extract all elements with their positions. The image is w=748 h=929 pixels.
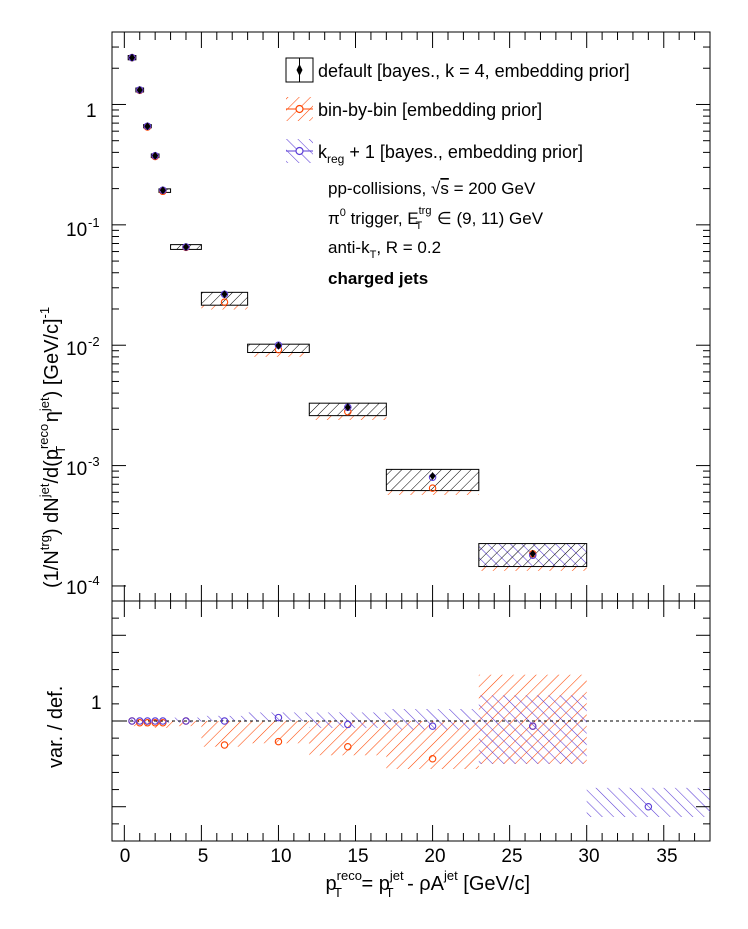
bbb-ratio-point bbox=[428, 754, 437, 763]
ytick-label-exp-a: -1 bbox=[88, 215, 100, 230]
kreg-ratio-point bbox=[344, 720, 352, 729]
annotation-trigger: π0 trigger, Etrg T ∈ (9, 11) GeV bbox=[328, 205, 544, 232]
legend-entry-default: default [bayes., k = 4, embedding prior] bbox=[285, 57, 630, 83]
kreg-ratio-point bbox=[274, 713, 283, 722]
bbb-ratio-band bbox=[247, 721, 310, 744]
xtick-label: 5 bbox=[198, 846, 209, 867]
xtick-label: 0 bbox=[120, 846, 131, 867]
ratio-bands bbox=[128, 674, 710, 817]
default-point bbox=[275, 341, 282, 350]
bbb-point bbox=[428, 484, 437, 492]
legend-label-bin-by-bin: bin-by-bin [embedding prior] bbox=[318, 100, 542, 120]
kreg-ratio-band bbox=[309, 712, 387, 728]
bbb-ratio-band bbox=[143, 721, 152, 727]
kreg-ratio-point bbox=[128, 717, 136, 725]
default-point bbox=[159, 186, 166, 195]
ratio-ytick-label-1: 1 bbox=[91, 693, 102, 714]
bbb-ratio-point bbox=[274, 737, 283, 746]
ytick-label-exp-c: -3 bbox=[88, 454, 100, 469]
bbb-ratio-band bbox=[201, 721, 248, 747]
x-axis-title: preco T = pjet T - ρAjet [GeV/c] bbox=[326, 868, 530, 900]
sqrt-symbol: √ bbox=[431, 179, 441, 198]
bbb-systematic-band bbox=[201, 305, 248, 310]
kreg-ratio-point bbox=[182, 717, 190, 725]
legend-label-kreg: kreg + 1 [bayes., embedding prior] bbox=[318, 142, 583, 166]
annotation-charged-jets: charged jets bbox=[328, 269, 428, 288]
ytick-label-10-base-b: 10 bbox=[66, 339, 87, 360]
xtick-label: 30 bbox=[578, 846, 599, 867]
kreg-ratio-point bbox=[529, 722, 537, 730]
bbb-ratio-band bbox=[159, 721, 171, 728]
kreg-ratio-point bbox=[135, 717, 144, 725]
ytick-label-1: 1 bbox=[86, 101, 97, 122]
default-point bbox=[344, 403, 351, 412]
bbb-ratio-band bbox=[128, 721, 136, 727]
kreg-ratio-band bbox=[586, 787, 710, 817]
default-point bbox=[221, 290, 228, 299]
ytick-label-10-base-d: 10 bbox=[66, 578, 87, 599]
bbb-ratio-band bbox=[170, 721, 202, 727]
bbb-ratio-point bbox=[220, 741, 229, 749]
ytick-label-10-base-a: 10 bbox=[66, 220, 87, 241]
default-point bbox=[136, 85, 143, 94]
kreg-ratio-band bbox=[170, 717, 202, 723]
bbb-systematic-band bbox=[247, 352, 310, 357]
legend-label-default: default [bayes., k = 4, embedding prior] bbox=[318, 61, 630, 81]
kreg-ratio-point bbox=[644, 802, 653, 811]
ratio-y-axis-title: var. / def. bbox=[45, 686, 67, 768]
kreg-ratio-point bbox=[143, 717, 152, 725]
bbb-ratio-band bbox=[135, 721, 144, 727]
ytick-label-exp-b: -2 bbox=[88, 334, 100, 349]
default-point bbox=[144, 122, 151, 131]
xtick-label: 20 bbox=[424, 846, 445, 867]
kreg-ratio-band bbox=[135, 719, 144, 723]
bbb-point bbox=[220, 298, 229, 306]
xtick-label: 25 bbox=[501, 846, 522, 867]
bbb-systematic-band bbox=[386, 490, 479, 495]
legend-entry-kreg: kreg + 1 [bayes., embedding prior] bbox=[286, 139, 583, 166]
annotation-algorithm: anti-kT, R = 0.2 bbox=[328, 238, 441, 261]
kreg-ratio-band bbox=[159, 719, 171, 723]
ytick-label-10-base-c: 10 bbox=[66, 459, 87, 480]
legend-entry-bin-by-bin: bin-by-bin [embedding prior] bbox=[286, 97, 542, 121]
ytick-label-exp-d: -4 bbox=[88, 573, 100, 588]
annotation-collisions: pp-collisions, √s = 200 GeV bbox=[328, 179, 536, 198]
bottom-axes bbox=[112, 600, 711, 842]
legend: default [bayes., k = 4, embedding prior]… bbox=[285, 57, 630, 166]
xtick-label: 35 bbox=[656, 846, 677, 867]
top-axes bbox=[112, 31, 711, 601]
bbb-systematic-band bbox=[478, 566, 587, 571]
kreg-ratio-band bbox=[143, 719, 152, 723]
kreg-ratio-point bbox=[220, 717, 229, 725]
kreg-ratio-band bbox=[201, 715, 248, 721]
top-markers bbox=[128, 53, 537, 559]
xtick-label: 10 bbox=[270, 846, 291, 867]
kreg-ratio-point bbox=[428, 722, 437, 730]
kreg-ratio-point bbox=[159, 717, 167, 725]
default-point bbox=[429, 471, 436, 480]
ratio-markers bbox=[128, 713, 653, 811]
xtick-label: 15 bbox=[347, 846, 368, 867]
y-axis-title: (1/Ntrg) dNjet/d(precoT ηjet) [GeV/c]-1 bbox=[36, 307, 68, 588]
default-point bbox=[152, 151, 159, 160]
kreg-ratio-band bbox=[386, 709, 479, 730]
default-point bbox=[129, 53, 136, 62]
default-point bbox=[529, 549, 536, 558]
bbb-ratio-point bbox=[344, 742, 352, 751]
kreg-ratio-point bbox=[151, 717, 159, 725]
top-systematic-bands bbox=[127, 55, 588, 571]
default-point bbox=[182, 242, 189, 251]
kreg-ratio-band bbox=[247, 712, 310, 721]
bbb-systematic-band bbox=[309, 415, 387, 420]
